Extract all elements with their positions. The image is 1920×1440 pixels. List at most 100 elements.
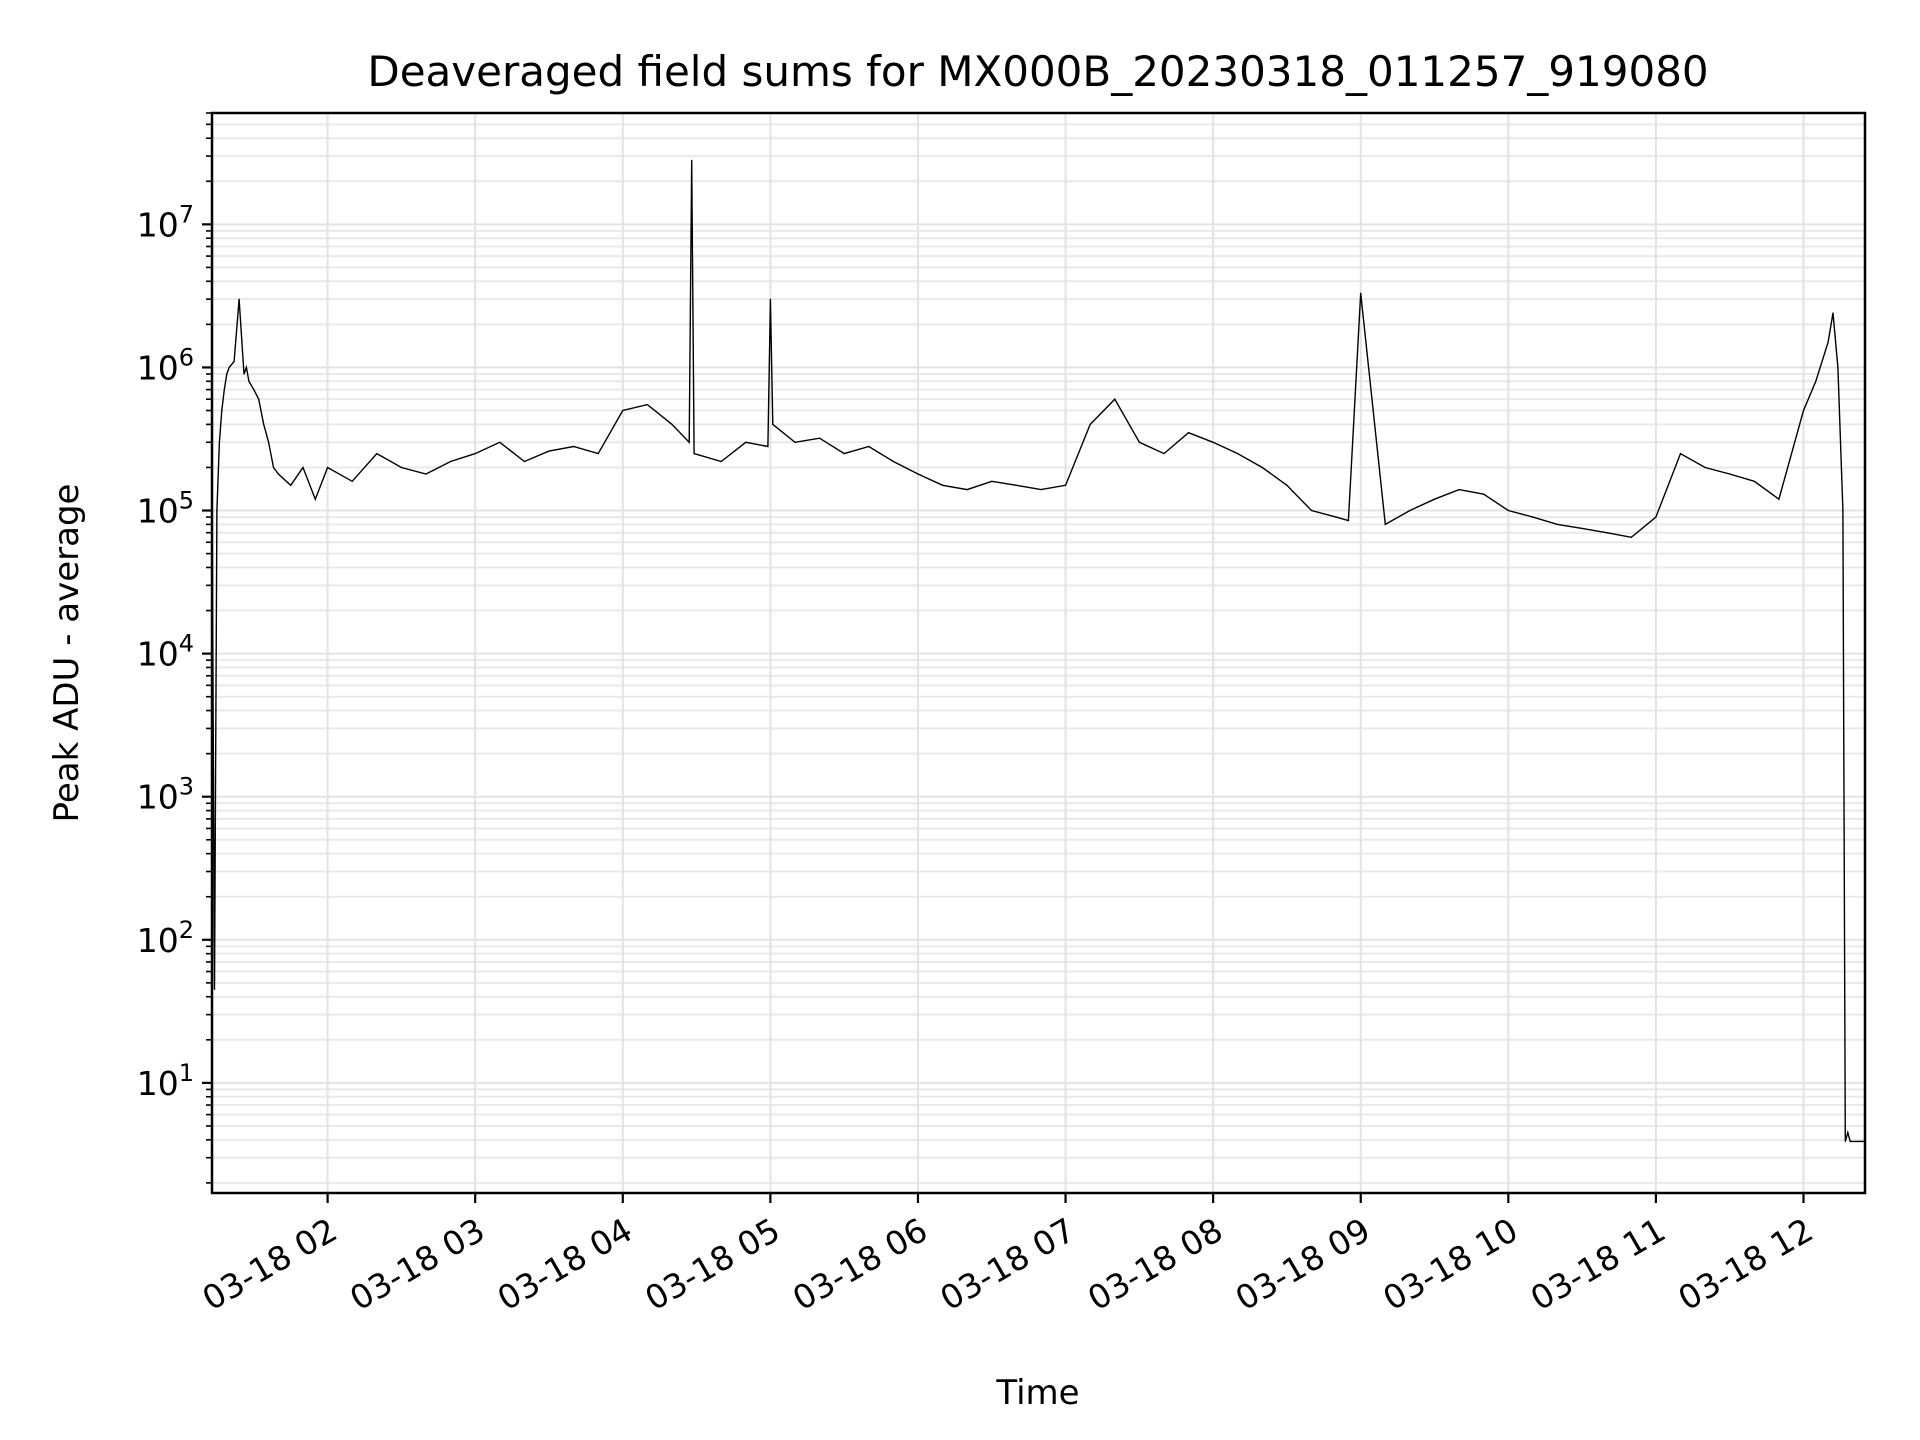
data-point bbox=[1433, 498, 1436, 500]
y-tick-label: 101 bbox=[137, 1059, 194, 1103]
data-point bbox=[327, 466, 329, 469]
x-tick-labels: 03-18 02 03-18 03 03-18 04 03-18 05 03-18 06… bbox=[196, 1210, 1820, 1318]
data-point bbox=[268, 441, 270, 443]
data-point bbox=[819, 437, 821, 439]
data-point bbox=[272, 466, 275, 469]
y-tick-label: 107 bbox=[137, 200, 194, 244]
data-point bbox=[1384, 523, 1386, 526]
data-point bbox=[233, 360, 235, 363]
data-point bbox=[523, 460, 526, 463]
data-point bbox=[1187, 432, 1190, 434]
data-point bbox=[258, 398, 260, 400]
data-point bbox=[1802, 409, 1805, 412]
data-point bbox=[253, 389, 255, 391]
data-point bbox=[1832, 312, 1834, 314]
data-point bbox=[693, 453, 695, 455]
data-point bbox=[1655, 516, 1657, 518]
data-point bbox=[245, 366, 247, 368]
axis-ticks bbox=[202, 112, 1805, 1203]
x-axis-label: Time bbox=[995, 1373, 1079, 1413]
data-point bbox=[314, 498, 316, 500]
data-point bbox=[1827, 341, 1829, 343]
data-point bbox=[400, 466, 402, 469]
data-point bbox=[1815, 380, 1817, 382]
data-point bbox=[966, 489, 968, 491]
data-point bbox=[1837, 366, 1839, 368]
data-point bbox=[1138, 441, 1140, 443]
data-point bbox=[1704, 466, 1706, 469]
data-point bbox=[213, 988, 216, 991]
data-point bbox=[228, 366, 230, 368]
data-point bbox=[1729, 473, 1731, 475]
y-tick-labels: 101 102 103 104 105 106 107 bbox=[137, 200, 194, 1103]
data-point bbox=[1458, 489, 1460, 491]
series-line bbox=[211, 160, 1865, 1193]
data-point bbox=[843, 453, 845, 455]
data-point bbox=[942, 484, 944, 486]
data-point bbox=[1237, 453, 1239, 455]
data-point bbox=[622, 409, 624, 412]
data-point bbox=[1335, 516, 1337, 518]
x-tick-label: 03-18 06 bbox=[786, 1210, 934, 1318]
x-tick-label: 03-18 08 bbox=[1081, 1210, 1229, 1318]
data-point bbox=[1581, 527, 1583, 530]
data-point bbox=[238, 298, 240, 300]
data-point bbox=[243, 373, 245, 375]
data-point bbox=[474, 453, 476, 455]
data-point bbox=[1409, 509, 1411, 512]
data-point bbox=[548, 450, 550, 452]
data-point bbox=[720, 460, 722, 463]
data-point bbox=[769, 298, 772, 300]
data-point bbox=[1015, 484, 1018, 486]
data-point bbox=[302, 466, 304, 469]
data-point bbox=[223, 389, 225, 391]
data-point bbox=[450, 460, 452, 463]
data-point bbox=[1310, 509, 1313, 512]
data-point bbox=[1556, 523, 1559, 526]
data-point bbox=[745, 441, 747, 443]
data-point bbox=[221, 409, 223, 412]
data-point bbox=[767, 445, 769, 448]
data-point bbox=[772, 423, 774, 425]
x-tick-label: 03-18 07 bbox=[934, 1210, 1082, 1318]
x-tick-label: 03-18 02 bbox=[196, 1210, 344, 1318]
data-point bbox=[1483, 493, 1485, 495]
data-series bbox=[211, 159, 1866, 1194]
data-point bbox=[425, 473, 427, 475]
data-point bbox=[376, 453, 378, 455]
data-point bbox=[1849, 1140, 1851, 1142]
data-point bbox=[794, 441, 796, 443]
data-point bbox=[1842, 509, 1844, 512]
data-point bbox=[1163, 453, 1165, 455]
data-point bbox=[868, 445, 870, 448]
data-point bbox=[1360, 292, 1362, 294]
y-tick-label: 105 bbox=[137, 487, 194, 531]
data-point bbox=[1532, 516, 1534, 518]
data-point bbox=[671, 423, 673, 425]
data-point bbox=[351, 480, 353, 482]
y-tick-label: 104 bbox=[137, 630, 194, 674]
data-point bbox=[1630, 536, 1632, 538]
data-point bbox=[573, 445, 575, 448]
data-point bbox=[597, 453, 599, 455]
x-tick-label: 03-18 05 bbox=[638, 1210, 786, 1318]
data-point bbox=[646, 404, 649, 406]
x-tick-label: 03-18 10 bbox=[1376, 1210, 1524, 1318]
grid-layer bbox=[212, 112, 1865, 1193]
data-point bbox=[248, 380, 250, 382]
data-point bbox=[688, 441, 690, 443]
data-point bbox=[1114, 398, 1116, 400]
x-tick-label: 03-18 03 bbox=[343, 1210, 491, 1318]
data-point bbox=[218, 441, 220, 443]
data-point bbox=[991, 480, 993, 482]
y-tick-label: 102 bbox=[137, 916, 194, 960]
data-point bbox=[1507, 509, 1509, 512]
x-tick-label: 03-18 12 bbox=[1672, 1210, 1820, 1318]
data-point bbox=[226, 373, 228, 375]
data-point bbox=[263, 423, 265, 425]
data-point bbox=[1778, 498, 1780, 500]
y-axis-label: Peak ADU - average bbox=[47, 484, 87, 823]
x-tick-label: 03-18 04 bbox=[491, 1210, 639, 1318]
data-point bbox=[1089, 423, 1091, 425]
